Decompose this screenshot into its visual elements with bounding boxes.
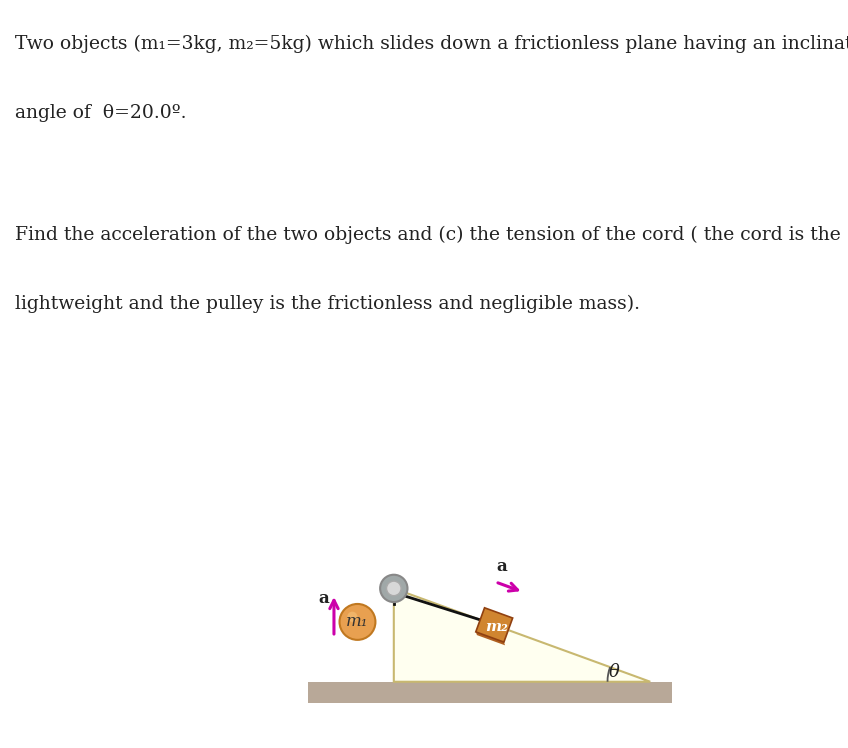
Text: Two objects (m₁=3kg, m₂=5kg) which slides down a frictionless plane having an in: Two objects (m₁=3kg, m₂=5kg) which slide… bbox=[15, 34, 848, 53]
Text: a: a bbox=[318, 590, 329, 607]
Text: m₂: m₂ bbox=[485, 620, 508, 634]
Circle shape bbox=[347, 612, 358, 622]
Circle shape bbox=[380, 574, 408, 602]
Polygon shape bbox=[309, 681, 672, 703]
Text: angle of  θ=20.0º.: angle of θ=20.0º. bbox=[15, 104, 187, 122]
Text: m₁: m₁ bbox=[346, 613, 369, 631]
Circle shape bbox=[387, 581, 401, 595]
Polygon shape bbox=[393, 589, 650, 681]
Polygon shape bbox=[476, 608, 513, 642]
Text: a: a bbox=[496, 559, 507, 575]
Text: Find the acceleration of the two objects and (c) the tension of the cord ( the c: Find the acceleration of the two objects… bbox=[15, 226, 841, 244]
Circle shape bbox=[339, 604, 376, 640]
Text: θ: θ bbox=[609, 663, 619, 681]
Polygon shape bbox=[476, 632, 505, 646]
Text: lightweight and the pulley is the frictionless and negligible mass).: lightweight and the pulley is the fricti… bbox=[15, 295, 640, 313]
